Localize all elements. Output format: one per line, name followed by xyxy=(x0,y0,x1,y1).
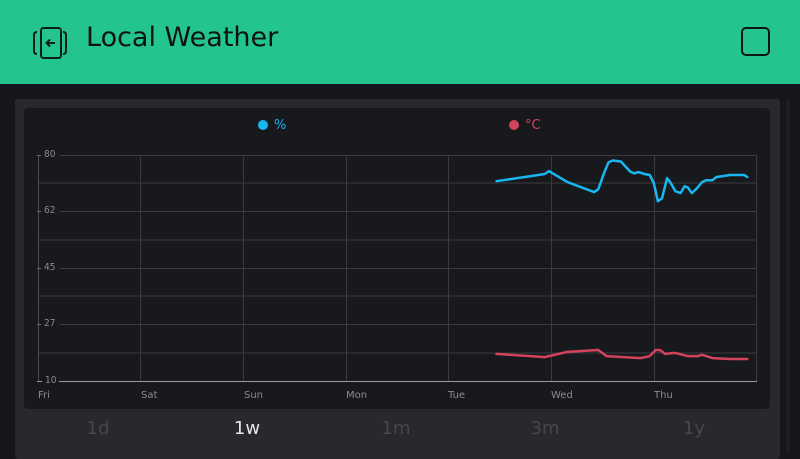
temperature-series xyxy=(495,348,749,361)
chart-panel xyxy=(24,108,770,409)
legend-item-humidity[interactable]: % xyxy=(258,116,286,134)
y-tick: 62 xyxy=(44,205,56,216)
time-range-selector: 1d 1w 1m 3m 1y xyxy=(24,412,770,448)
legend-label: % xyxy=(274,117,287,133)
exit-door-arrow-icon[interactable] xyxy=(32,26,68,60)
temperature-dot-icon xyxy=(509,120,519,130)
x-tick: Wed xyxy=(551,390,573,401)
range-1y-button[interactable]: 1y xyxy=(682,418,706,439)
y-tick: 27 xyxy=(44,318,56,329)
y-tick: 80 xyxy=(44,149,56,160)
humidity-series xyxy=(495,159,749,203)
square-outline-icon[interactable] xyxy=(741,27,770,56)
scrollbar[interactable] xyxy=(786,99,790,454)
range-1m-button[interactable]: 1m xyxy=(381,418,411,439)
x-tick: Mon xyxy=(346,390,368,401)
x-tick: Sun xyxy=(244,390,264,401)
range-1d-button[interactable]: 1d xyxy=(86,418,110,439)
x-tick: Tue xyxy=(448,390,466,401)
x-tick: Thu xyxy=(654,390,673,401)
y-tick: 10 xyxy=(45,375,57,386)
humidity-dot-icon xyxy=(258,120,268,130)
legend-item-temperature[interactable]: °C xyxy=(509,116,541,134)
legend-label: °C xyxy=(525,117,541,133)
y-tick: 45 xyxy=(44,262,56,273)
range-1w-button[interactable]: 1w xyxy=(233,418,261,439)
x-tick: Sat xyxy=(141,390,158,401)
page-title: Local Weather xyxy=(86,22,279,53)
range-3m-button[interactable]: 3m xyxy=(530,418,560,439)
app-header: Local Weather xyxy=(0,0,800,84)
x-tick: Fri xyxy=(38,390,50,401)
